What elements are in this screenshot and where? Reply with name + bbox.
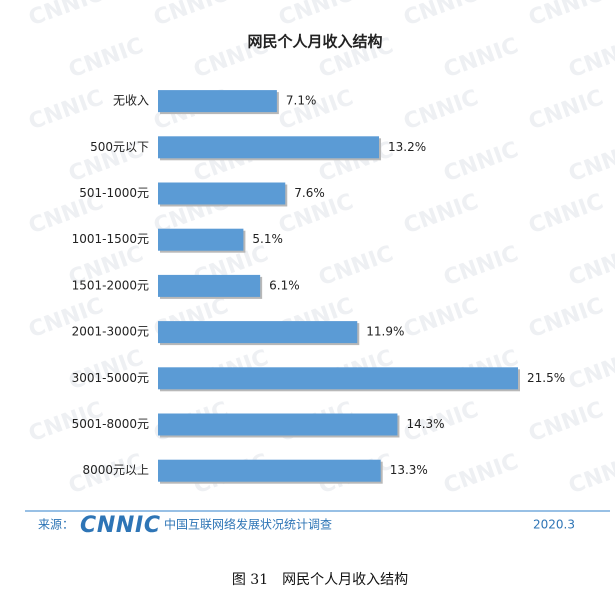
bar [158,182,286,205]
watermark-text: CNNIC [441,241,522,291]
y-tick-label: 3001-5000元 [72,371,149,385]
watermark-text: CNNIC [526,0,607,31]
watermark-text: CNNIC [566,241,615,291]
value-label: 6.1% [269,278,300,292]
watermark-text: CNNIC [566,449,615,499]
value-label: 21.5% [527,371,565,385]
bar [158,228,244,251]
value-label: 11.9% [366,325,404,339]
watermark-text: CNNIC [441,137,522,187]
y-tick-label: 501-1000元 [79,186,149,200]
watermark-text: CNNIC [401,293,482,343]
logo: CNNIC [80,513,160,538]
watermark-text: CNNIC [566,137,615,187]
chart-title: 网民个人月收入结构 [247,33,382,51]
bar [158,321,358,344]
watermark-text: CNNIC [26,0,107,31]
watermark-text: CNNIC [526,85,607,135]
value-label: 5.1% [252,232,283,246]
bar [158,90,277,113]
source-label: 来源： [38,518,74,532]
watermark-text: CNNIC [276,0,357,31]
watermark-text: CNNIC [526,397,607,447]
value-label: 13.2% [388,140,426,154]
y-tick-label: 1501-2000元 [72,278,149,292]
value-label: 13.3% [390,463,428,477]
y-tick-label: 5001-8000元 [72,417,149,431]
watermark-text: CNNIC [401,0,482,31]
caption: 图 31 网民个人月收入结构 [232,572,408,588]
value-label: 14.3% [406,417,444,431]
watermark-text: CNNIC [566,345,615,395]
y-tick-label: 2001-3000元 [72,325,149,339]
watermark-text: CNNIC [401,189,482,239]
y-tick-label: 1001-1500元 [72,232,149,246]
y-tick-label: 500元以下 [90,140,149,154]
y-tick-label: 无收入 [113,94,149,108]
bar [158,413,398,436]
watermark-text: CNNIC [526,293,607,343]
organization: 中国互联网络发展状况统计调查 [164,517,332,532]
y-tick-label: 8000元以上 [82,463,149,477]
bar [158,459,381,482]
watermark-text: CNNIC [66,33,147,83]
watermark-text: CNNIC [151,0,232,31]
date: 2020.3 [533,518,575,532]
watermark-text: CNNIC [26,85,107,135]
watermark-text: CNNIC [401,85,482,135]
watermark-text: CNNIC [316,241,397,291]
watermark-text: CNNIC [526,189,607,239]
value-label: 7.6% [294,186,325,200]
bar [158,274,261,297]
bar [158,367,518,390]
watermark-text: CNNIC [566,33,615,83]
watermark-text: CNNIC [441,33,522,83]
bar [158,136,380,159]
value-label: 7.1% [286,94,317,108]
watermark-text: CNNIC [441,449,522,499]
